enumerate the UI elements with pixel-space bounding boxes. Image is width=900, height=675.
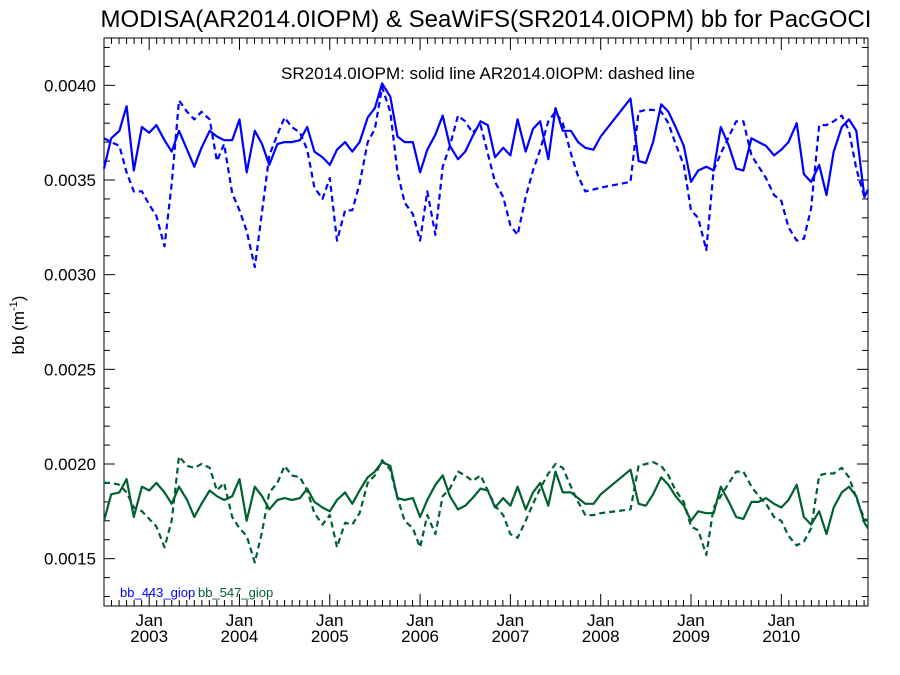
plot-frame	[103, 37, 869, 607]
x-tick-month-label: Jan	[406, 611, 433, 630]
x-tick-year-label: 2009	[672, 627, 710, 646]
x-tick-year-label: 2010	[762, 627, 800, 646]
y-axis-label-text: bb (m	[9, 311, 28, 354]
x-tick-month-label: Jan	[226, 611, 253, 630]
x-tick-year-label: 2006	[401, 627, 439, 646]
legend-item-bb_547_giop: bb_547_giop	[198, 585, 273, 600]
x-tick-month-label: Jan	[768, 611, 795, 630]
y-tick-label: 0.0040	[44, 76, 96, 95]
legend-item-bb_443_giop: bb_443_giop	[120, 585, 195, 600]
x-tick-year-label: 2005	[311, 627, 349, 646]
line-style-annotation: SR2014.0IOPM: solid line AR2014.0IOPM: d…	[281, 64, 695, 83]
plot-area: 0.00150.00200.00250.00300.00350.0040Jan2…	[44, 37, 869, 646]
y-axis-label: bb (m-1)	[8, 296, 28, 355]
series-line-bb_547_giop-dashed	[104, 455, 869, 564]
x-tick-month-label: Jan	[135, 611, 162, 630]
x-tick-year-label: 2007	[491, 627, 529, 646]
x-tick-month-label: Jan	[316, 611, 343, 630]
y-axis-label-close: )	[9, 296, 28, 302]
y-tick-label: 0.0025	[44, 360, 96, 379]
series-line-bb_443_giop-solid	[102, 82, 869, 199]
x-tick-month-label: Jan	[587, 611, 614, 630]
x-tick-month-label: Jan	[497, 611, 524, 630]
x-tick-month-label: Jan	[677, 611, 704, 630]
y-axis-label-superscript: -1	[8, 301, 20, 311]
chart-title: MODISA(AR2014.0IOPM) & SeaWiFS(SR2014.0I…	[101, 6, 872, 33]
y-tick-label: 0.0020	[44, 455, 96, 474]
y-tick-label: 0.0015	[44, 550, 96, 569]
x-tick-year-label: 2008	[582, 627, 620, 646]
y-tick-label: 0.0030	[44, 266, 96, 285]
y-tick-label: 0.0035	[44, 171, 96, 190]
series-line-bb_443_giop-dashed	[103, 86, 869, 269]
series-line-bb_547_giop-solid	[102, 461, 869, 536]
x-tick-year-label: 2003	[130, 627, 168, 646]
x-tick-year-label: 2004	[221, 627, 259, 646]
